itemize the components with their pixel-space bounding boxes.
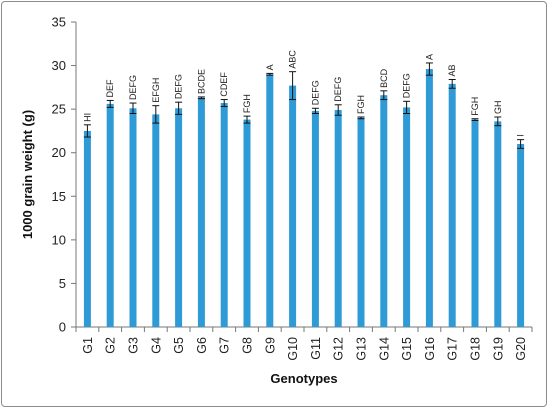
x-tick-label: G1	[81, 337, 95, 354]
group-label: A	[424, 54, 434, 60]
x-tick-label: G19	[491, 337, 505, 361]
x-tick-label: G16	[423, 337, 437, 361]
group-label: ABC	[288, 50, 298, 69]
bar	[152, 114, 160, 327]
bar	[380, 95, 388, 327]
bar	[357, 117, 365, 327]
bar	[403, 107, 411, 328]
x-tick-label: G9	[263, 337, 277, 354]
x-tick-label: G5	[172, 337, 186, 354]
x-tick-label: G11	[309, 337, 323, 360]
bar	[471, 119, 479, 327]
x-tick-label: G6	[195, 337, 209, 354]
y-tick-label: 35	[52, 15, 66, 30]
x-tick-label: G2	[104, 337, 118, 354]
x-tick-label: G8	[241, 337, 255, 354]
x-tick-label: G13	[355, 337, 369, 361]
x-tick-label: G10	[286, 337, 300, 361]
group-label: DEFG	[333, 77, 343, 102]
y-tick-label: 20	[52, 145, 66, 160]
group-label: DEFG	[310, 80, 320, 105]
bar	[106, 103, 114, 328]
y-axis-title: 1000 grain weight (g)	[20, 110, 35, 239]
x-tick-label: G7	[218, 337, 232, 354]
bar	[220, 103, 228, 328]
bar	[175, 108, 183, 328]
y-tick-label: 10	[52, 232, 66, 247]
group-label: FGH	[356, 95, 366, 114]
group-label: EFGH	[151, 78, 161, 103]
x-axis-title: Genotypes	[270, 371, 337, 386]
x-tick-label: G12	[332, 337, 346, 361]
bar	[494, 121, 502, 327]
group-label: BCDE	[196, 69, 206, 94]
bar	[425, 69, 433, 328]
bar	[448, 83, 456, 327]
group-label: GH	[493, 100, 503, 114]
group-label: CDEF	[219, 72, 229, 97]
group-label: DEFG	[402, 73, 412, 98]
group-label: DEF	[105, 79, 115, 98]
y-tick-label: 30	[52, 58, 66, 73]
x-tick-label: G3	[127, 337, 141, 354]
group-label: A	[265, 64, 275, 70]
bar	[83, 130, 91, 327]
y-tick-label: 25	[52, 102, 66, 117]
x-tick-label: G14	[377, 337, 391, 361]
x-tick-label: G15	[400, 337, 414, 361]
x-tick-label: G4	[149, 337, 163, 354]
group-label: FGH	[470, 97, 480, 116]
group-label: DEFG	[128, 75, 138, 100]
bar	[243, 119, 251, 327]
bar	[289, 85, 297, 327]
group-label: DEFG	[174, 74, 184, 99]
group-label: AB	[447, 64, 457, 76]
bar	[334, 110, 342, 327]
y-tick-label: 15	[52, 189, 66, 204]
x-tick-label: G18	[469, 337, 483, 361]
group-label: FGH	[242, 94, 252, 113]
x-tick-label: G20	[514, 337, 528, 361]
bar	[311, 110, 319, 327]
bar	[197, 97, 205, 327]
bar	[266, 74, 274, 328]
x-tick-label: G17	[446, 337, 460, 361]
group-label: I	[516, 134, 526, 137]
y-tick-label: 0	[59, 320, 66, 335]
y-tick-label: 5	[59, 276, 66, 291]
bar	[517, 144, 525, 327]
bar	[129, 108, 137, 328]
group-label: BCD	[379, 68, 389, 88]
group-label: HI	[82, 113, 92, 122]
